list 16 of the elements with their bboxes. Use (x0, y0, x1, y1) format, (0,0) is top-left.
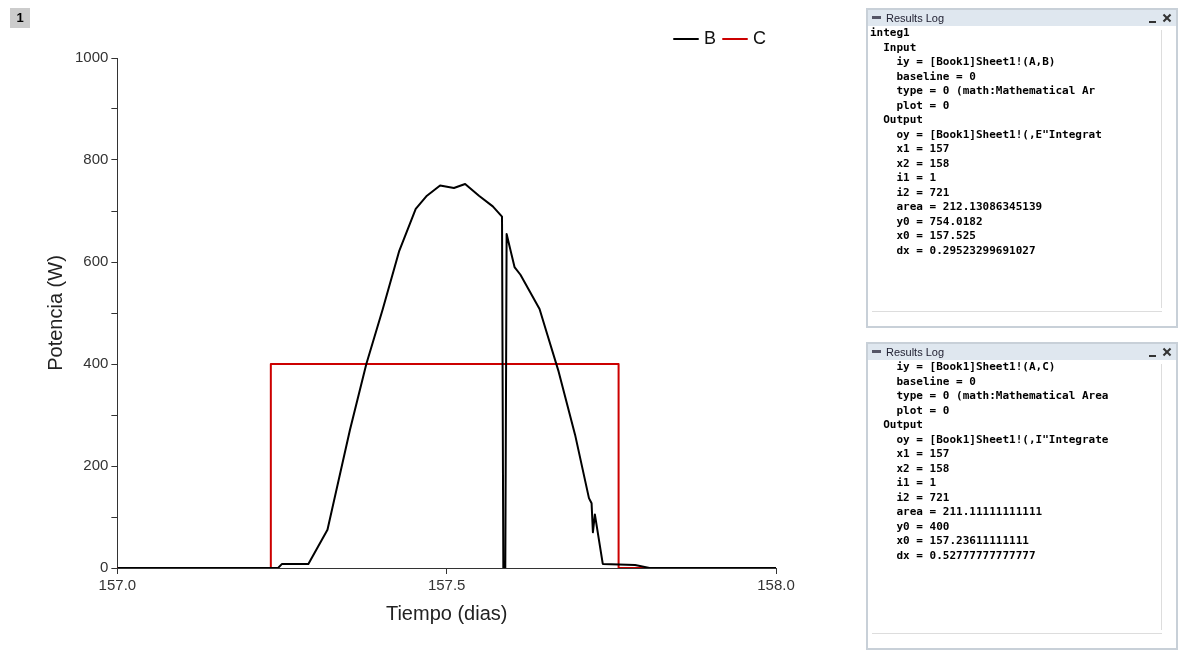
text: Results Log iy = [Book1]Sheet1!(A,C) baseline = 0 type = 0 (math:Mathematical Area plot = 0 Output oy = [Book1]Sheet1!(,I"Integrate x1 = 157 x2 = 158 i1 = 1 i2 = 721 area = 211.11111111111 y0 = 400 x0 = 157.23611111111 dx = 0.52777777777777 (883, 346, 1109, 562)
y-tick-label: 800 (83, 150, 109, 168)
x-tick-label: 158.0 (757, 576, 795, 594)
legend-label: C (753, 27, 766, 48)
text: Results Log integ1 Input iy = [Book1]Sheet1!(A,B) baseline = 0 type = 0 (math:Mathematical Ar plot = 0 Output oy = [Book1]Sheet1!(,E"Integrat x1 = 157 x2 = 158 i1 = 1 i2 = 721 area = 212.13086345139 y0 = 754.0182 x0 = 157.525 dx = 0.29523299691027 (870, 12, 1102, 257)
y-tick-label: 1000 (74, 48, 109, 66)
x-tick-label: 157.0 (98, 576, 137, 594)
y-tick-label: 600 (83, 252, 109, 270)
text: 1 (10, 8, 30, 28)
y-tick-label: 400 (83, 354, 109, 372)
y-tick-label: 200 (83, 456, 109, 474)
legend-label: B (704, 27, 717, 48)
y-tick-label: 0 (100, 558, 109, 576)
x-axis-title: Tiempo (dias) (385, 601, 508, 624)
y-axis-title: Potencia (W) (43, 255, 66, 371)
x-tick-label: 157.5 (427, 576, 466, 594)
